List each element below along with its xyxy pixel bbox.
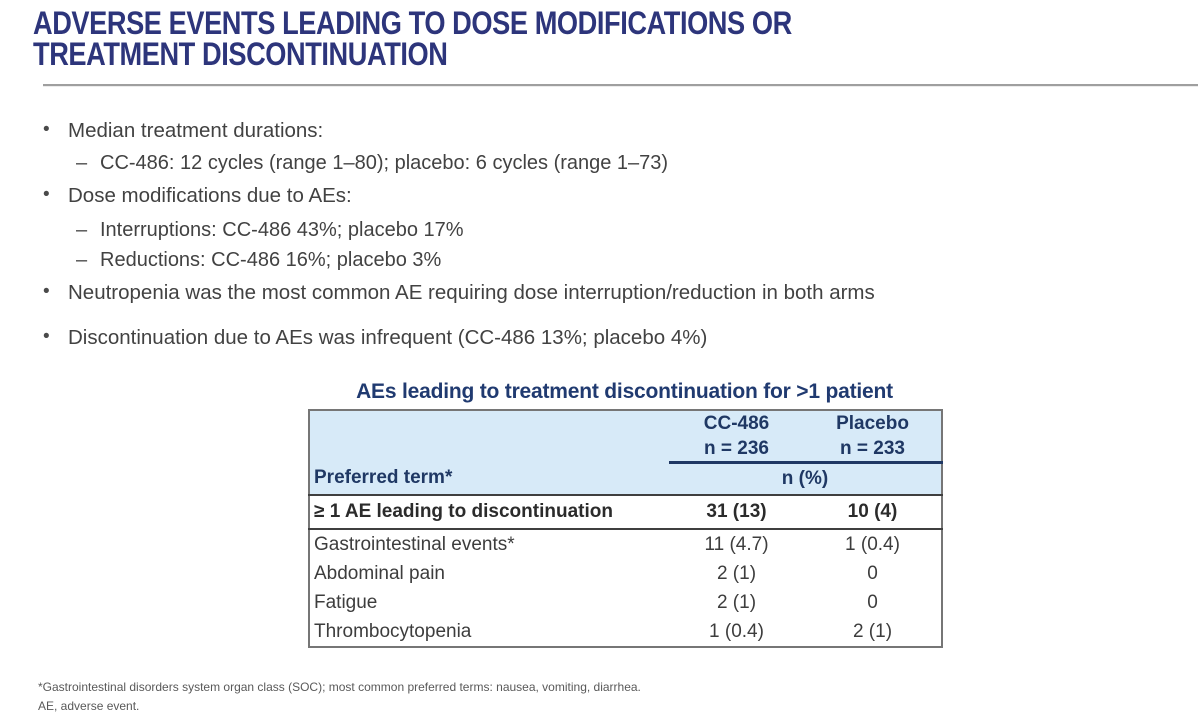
header-placebo-n: n = 233 xyxy=(840,438,905,459)
table-row-gastrointestinal: Gastrointestinal events* 11 (4.7) 1 (0.4… xyxy=(309,529,942,559)
bullet-list: Median treatment durations: CC-486: 12 c… xyxy=(40,117,1160,351)
cell-summary-term: ≥ 1 AE leading to discontinuation xyxy=(314,501,613,522)
table-title: AEs leading to treatment discontinuation… xyxy=(356,380,893,403)
table-header-row-labels: Preferred term* n (%) xyxy=(309,462,942,495)
header-placebo-name: Placebo xyxy=(836,413,909,434)
bullet-median-durations: Median treatment durations: xyxy=(40,117,1160,144)
footnote-ae-abbrev: AE, adverse event. xyxy=(38,698,140,713)
header-cc486-name: CC-486 xyxy=(703,413,770,434)
bullet-discontinuation: Discontinuation due to AEs was infrequen… xyxy=(40,324,1160,351)
cell-cc486: 2 (1) xyxy=(716,562,757,584)
table-row-fatigue: Fatigue 2 (1) 0 xyxy=(309,588,942,617)
cell-placebo: 0 xyxy=(867,591,878,613)
sub-bullet-interruptions: Interruptions: CC-486 43%; placebo 17% xyxy=(40,217,1160,243)
cell-cc486: 11 (4.7) xyxy=(704,533,769,555)
page-title-line1: ADVERSE EVENTS LEADING TO DOSE MODIFICAT… xyxy=(33,5,792,41)
cell-cc486: 1 (0.4) xyxy=(709,620,764,642)
cell-term: Fatigue xyxy=(314,591,378,613)
cell-summary-cc486: 31 (13) xyxy=(706,501,767,522)
ae-table-section: AEs leading to treatment discontinuation… xyxy=(308,380,943,648)
header-cc486-n: n = 236 xyxy=(704,438,769,459)
footnotes: *Gastrointestinal disorders system organ… xyxy=(38,678,641,715)
cell-summary-placebo: 10 (4) xyxy=(847,501,898,522)
header-n-percent: n (%) xyxy=(669,462,942,495)
table-row-summary: ≥ 1 AE leading to discontinuation 31 (13… xyxy=(309,495,942,529)
header-preferred-term: Preferred term* xyxy=(309,462,669,495)
bullet-neutropenia: Neutropenia was the most common AE requi… xyxy=(40,279,1160,306)
footnote-soc: *Gastrointestinal disorders system organ… xyxy=(38,680,641,694)
cell-term: Gastrointestinal events* xyxy=(314,533,515,555)
title-divider xyxy=(43,84,1198,87)
bullet-dose-modifications: Dose modifications due to AEs: xyxy=(40,182,1160,209)
table-row-thrombocytopenia: Thrombocytopenia 1 (0.4) 2 (1) xyxy=(309,617,942,647)
header-cc486: CC-486 n = 236 xyxy=(669,410,804,464)
table-header-row-groups: CC-486 n = 236 Placebo n = 233 xyxy=(309,410,942,464)
header-corner-cell xyxy=(309,410,669,463)
page-title: ADVERSE EVENTS LEADING TO DOSE MODIFICAT… xyxy=(33,5,1193,72)
sub-bullet-cycles: CC-486: 12 cycles (range 1–80); placebo:… xyxy=(40,150,1160,176)
cell-placebo: 1 (0.4) xyxy=(845,533,900,555)
table-row-abdominal-pain: Abdominal pain 2 (1) 0 xyxy=(309,559,942,588)
sub-bullet-reductions: Reductions: CC-486 16%; placebo 3% xyxy=(40,247,1160,273)
cell-term: Thrombocytopenia xyxy=(314,620,472,642)
ae-table: CC-486 n = 236 Placebo n = 233 Preferred… xyxy=(308,409,943,648)
cell-term: Abdominal pain xyxy=(314,562,445,584)
cell-placebo: 0 xyxy=(867,562,878,584)
header-placebo: Placebo n = 233 xyxy=(804,410,942,464)
page-title-line2: TREATMENT DISCONTINUATION xyxy=(33,36,448,72)
cell-placebo: 2 (1) xyxy=(852,620,893,642)
cell-cc486: 2 (1) xyxy=(716,591,757,613)
